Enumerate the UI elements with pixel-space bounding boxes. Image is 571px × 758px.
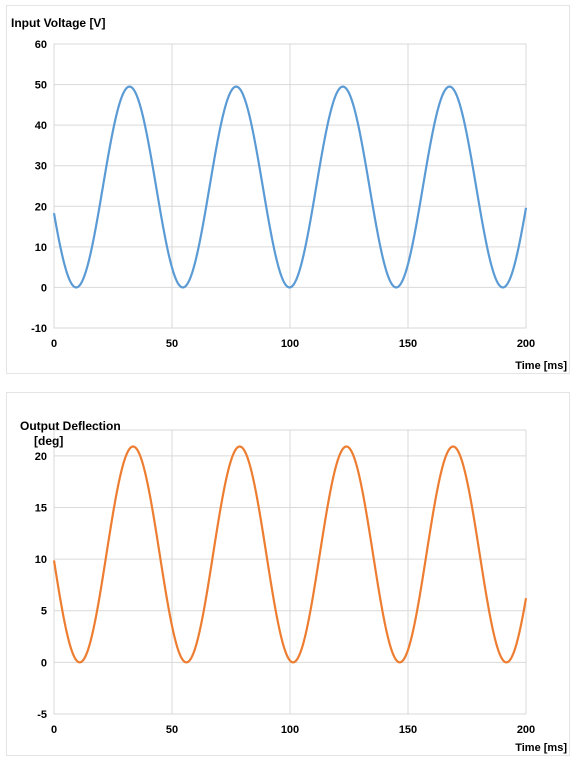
x-tick-label: 150 (399, 338, 417, 350)
input-voltage-chart: Input Voltage [V] Time [ms] -10 0 10 20 30 40… (6, 5, 570, 374)
x-axis-label: Time [ms] (515, 360, 567, 372)
y-tick-label: 30 (35, 161, 47, 173)
x-tick-label: 0 (51, 724, 57, 736)
y-tick-label: 50 (35, 80, 47, 92)
x-tick-label: 200 (517, 724, 535, 736)
chart-title-unit: [deg] (34, 434, 63, 448)
x-tick-label: 200 (517, 338, 535, 350)
y-tick-label: -10 (31, 323, 47, 335)
x-tick-label: 100 (281, 724, 299, 736)
y-tick-label: 40 (35, 120, 47, 132)
output-deflection-svg: Output Deflection [deg] Time [ms] -5 0 5 10… (20, 419, 567, 754)
y-tick-label: 15 (35, 502, 47, 514)
y-tick-label: 20 (35, 451, 47, 463)
series-line (52, 445, 528, 664)
input-voltage-svg: Input Voltage [V] Time [ms] -10 0 10 20 30 40… (11, 16, 567, 372)
y-tick-label: 10 (35, 554, 47, 566)
x-tick-label: 50 (166, 338, 178, 350)
y-tick-label: 0 (41, 657, 47, 669)
y-tick-label: 60 (35, 39, 47, 51)
x-tick-label: 150 (399, 724, 417, 736)
chart-title: Input Voltage [V] (11, 16, 105, 30)
y-tick-label: 0 (41, 282, 47, 294)
y-tick-label: 20 (35, 201, 47, 213)
series-line (52, 85, 528, 289)
chart-title: Output Deflection (20, 419, 121, 433)
y-tick-label: 10 (35, 242, 47, 254)
x-tick-label: 0 (51, 338, 57, 350)
x-axis-label: Time [ms] (515, 742, 567, 754)
y-tick-label: -5 (37, 709, 47, 721)
x-tick-label: 100 (281, 338, 299, 350)
output-deflection-chart: Output Deflection [deg] Time [ms] -5 0 5 10… (6, 392, 570, 756)
x-tick-label: 50 (166, 724, 178, 736)
y-tick-label: 5 (41, 606, 47, 618)
